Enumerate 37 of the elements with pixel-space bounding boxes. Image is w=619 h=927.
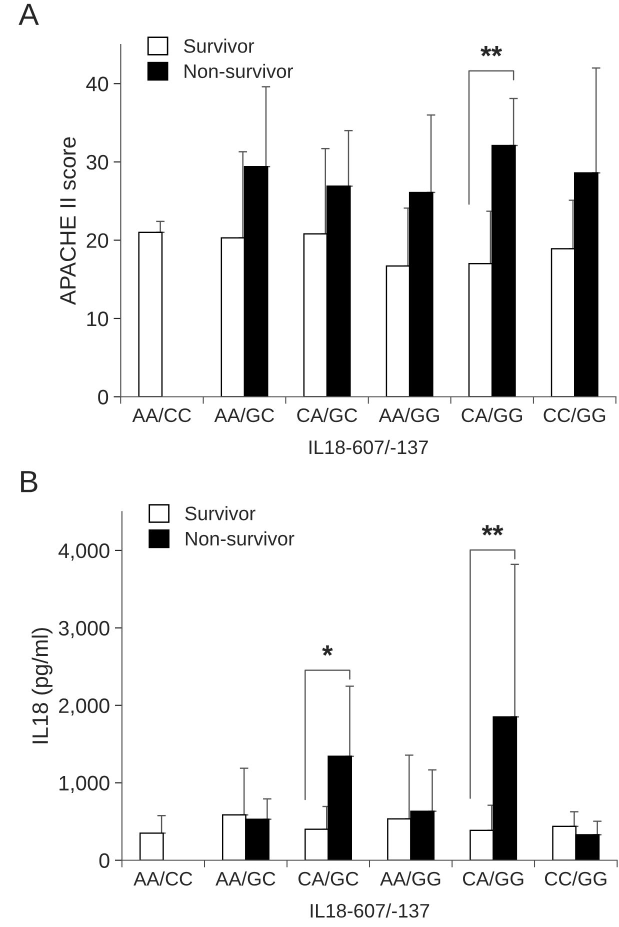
bar: [139, 832, 164, 860]
y-axis-title: APACHE II score: [60, 137, 76, 305]
x-axis-title: IL18-607/-137: [310, 440, 428, 454]
x-tick-label: CA/GC: [297, 408, 358, 422]
legend-label: Non-survivor: [186, 531, 294, 546]
text: A: [18, 4, 39, 25]
x-tick-label: CA/GC: [298, 871, 358, 886]
x-tick-label: AA/CC: [132, 408, 191, 422]
y-tick-label: 10: [87, 311, 108, 326]
x-tick-label: CC/GG: [544, 408, 606, 422]
annotation: **: [482, 525, 504, 536]
x-tick-label: AA/GG: [380, 871, 440, 886]
x-tick-label: AA/GC: [214, 408, 274, 422]
legend-label: Survivor: [184, 38, 254, 53]
y-tick-label: 40: [86, 76, 108, 92]
y-axis-title: IL18 (pg/ml): [32, 628, 52, 744]
x-tick-label: AA/GC: [216, 871, 276, 886]
y-tick-label: 3,000: [58, 620, 110, 638]
y-tick-label: 20: [86, 233, 108, 248]
y-tick-label: 0: [99, 853, 110, 868]
y-tick-label: 30: [86, 154, 108, 170]
legend-label: Survivor: [185, 506, 256, 520]
annotation: **: [480, 46, 502, 56]
x-tick-label: CA/GG: [462, 408, 522, 422]
bar: [138, 232, 163, 397]
x-tick-label: CA/GG: [463, 871, 524, 886]
annotation: *: [322, 645, 333, 656]
x-tick-label: AA/GG: [378, 408, 439, 422]
y-tick-label: 1,000: [60, 776, 110, 794]
y-tick-label: 4,000: [58, 543, 110, 561]
text: B: [21, 471, 38, 492]
y-tick-label: 2,000: [59, 698, 110, 716]
x-axis-title: IL18-607/-137: [310, 903, 430, 918]
legend-label: Non-survivor: [184, 64, 293, 78]
y-tick-label: 0: [98, 390, 108, 405]
x-tick-label: AA/CC: [134, 871, 192, 886]
x-tick-label: CC/GG: [544, 871, 606, 886]
